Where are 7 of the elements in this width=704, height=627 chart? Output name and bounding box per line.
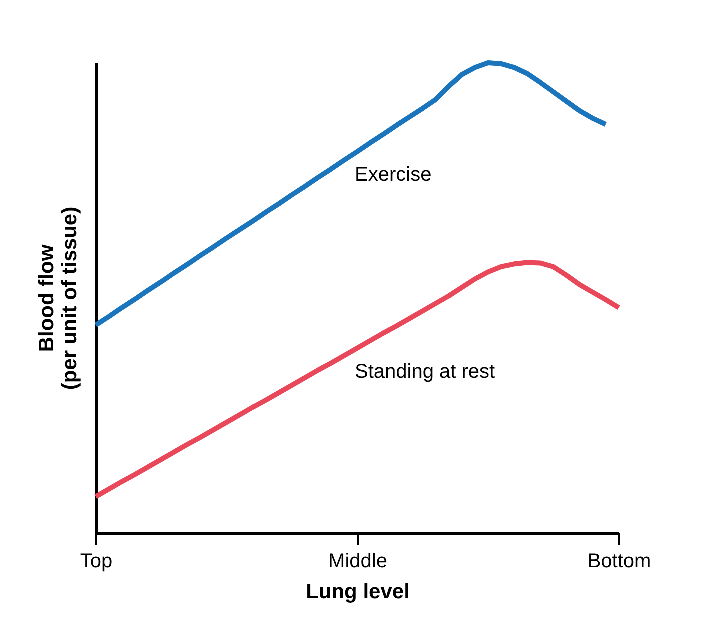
x-axis-title: Lung level xyxy=(306,580,410,604)
x-tick-label: Middle xyxy=(328,550,388,572)
x-tick-label: Top xyxy=(80,550,113,572)
y-axis-title: Blood flow (per unit of tissue) xyxy=(36,206,82,390)
series-label: Exercise xyxy=(355,164,432,186)
x-tick-label: Bottom xyxy=(588,550,652,572)
series-label: Standing at rest xyxy=(355,361,496,383)
